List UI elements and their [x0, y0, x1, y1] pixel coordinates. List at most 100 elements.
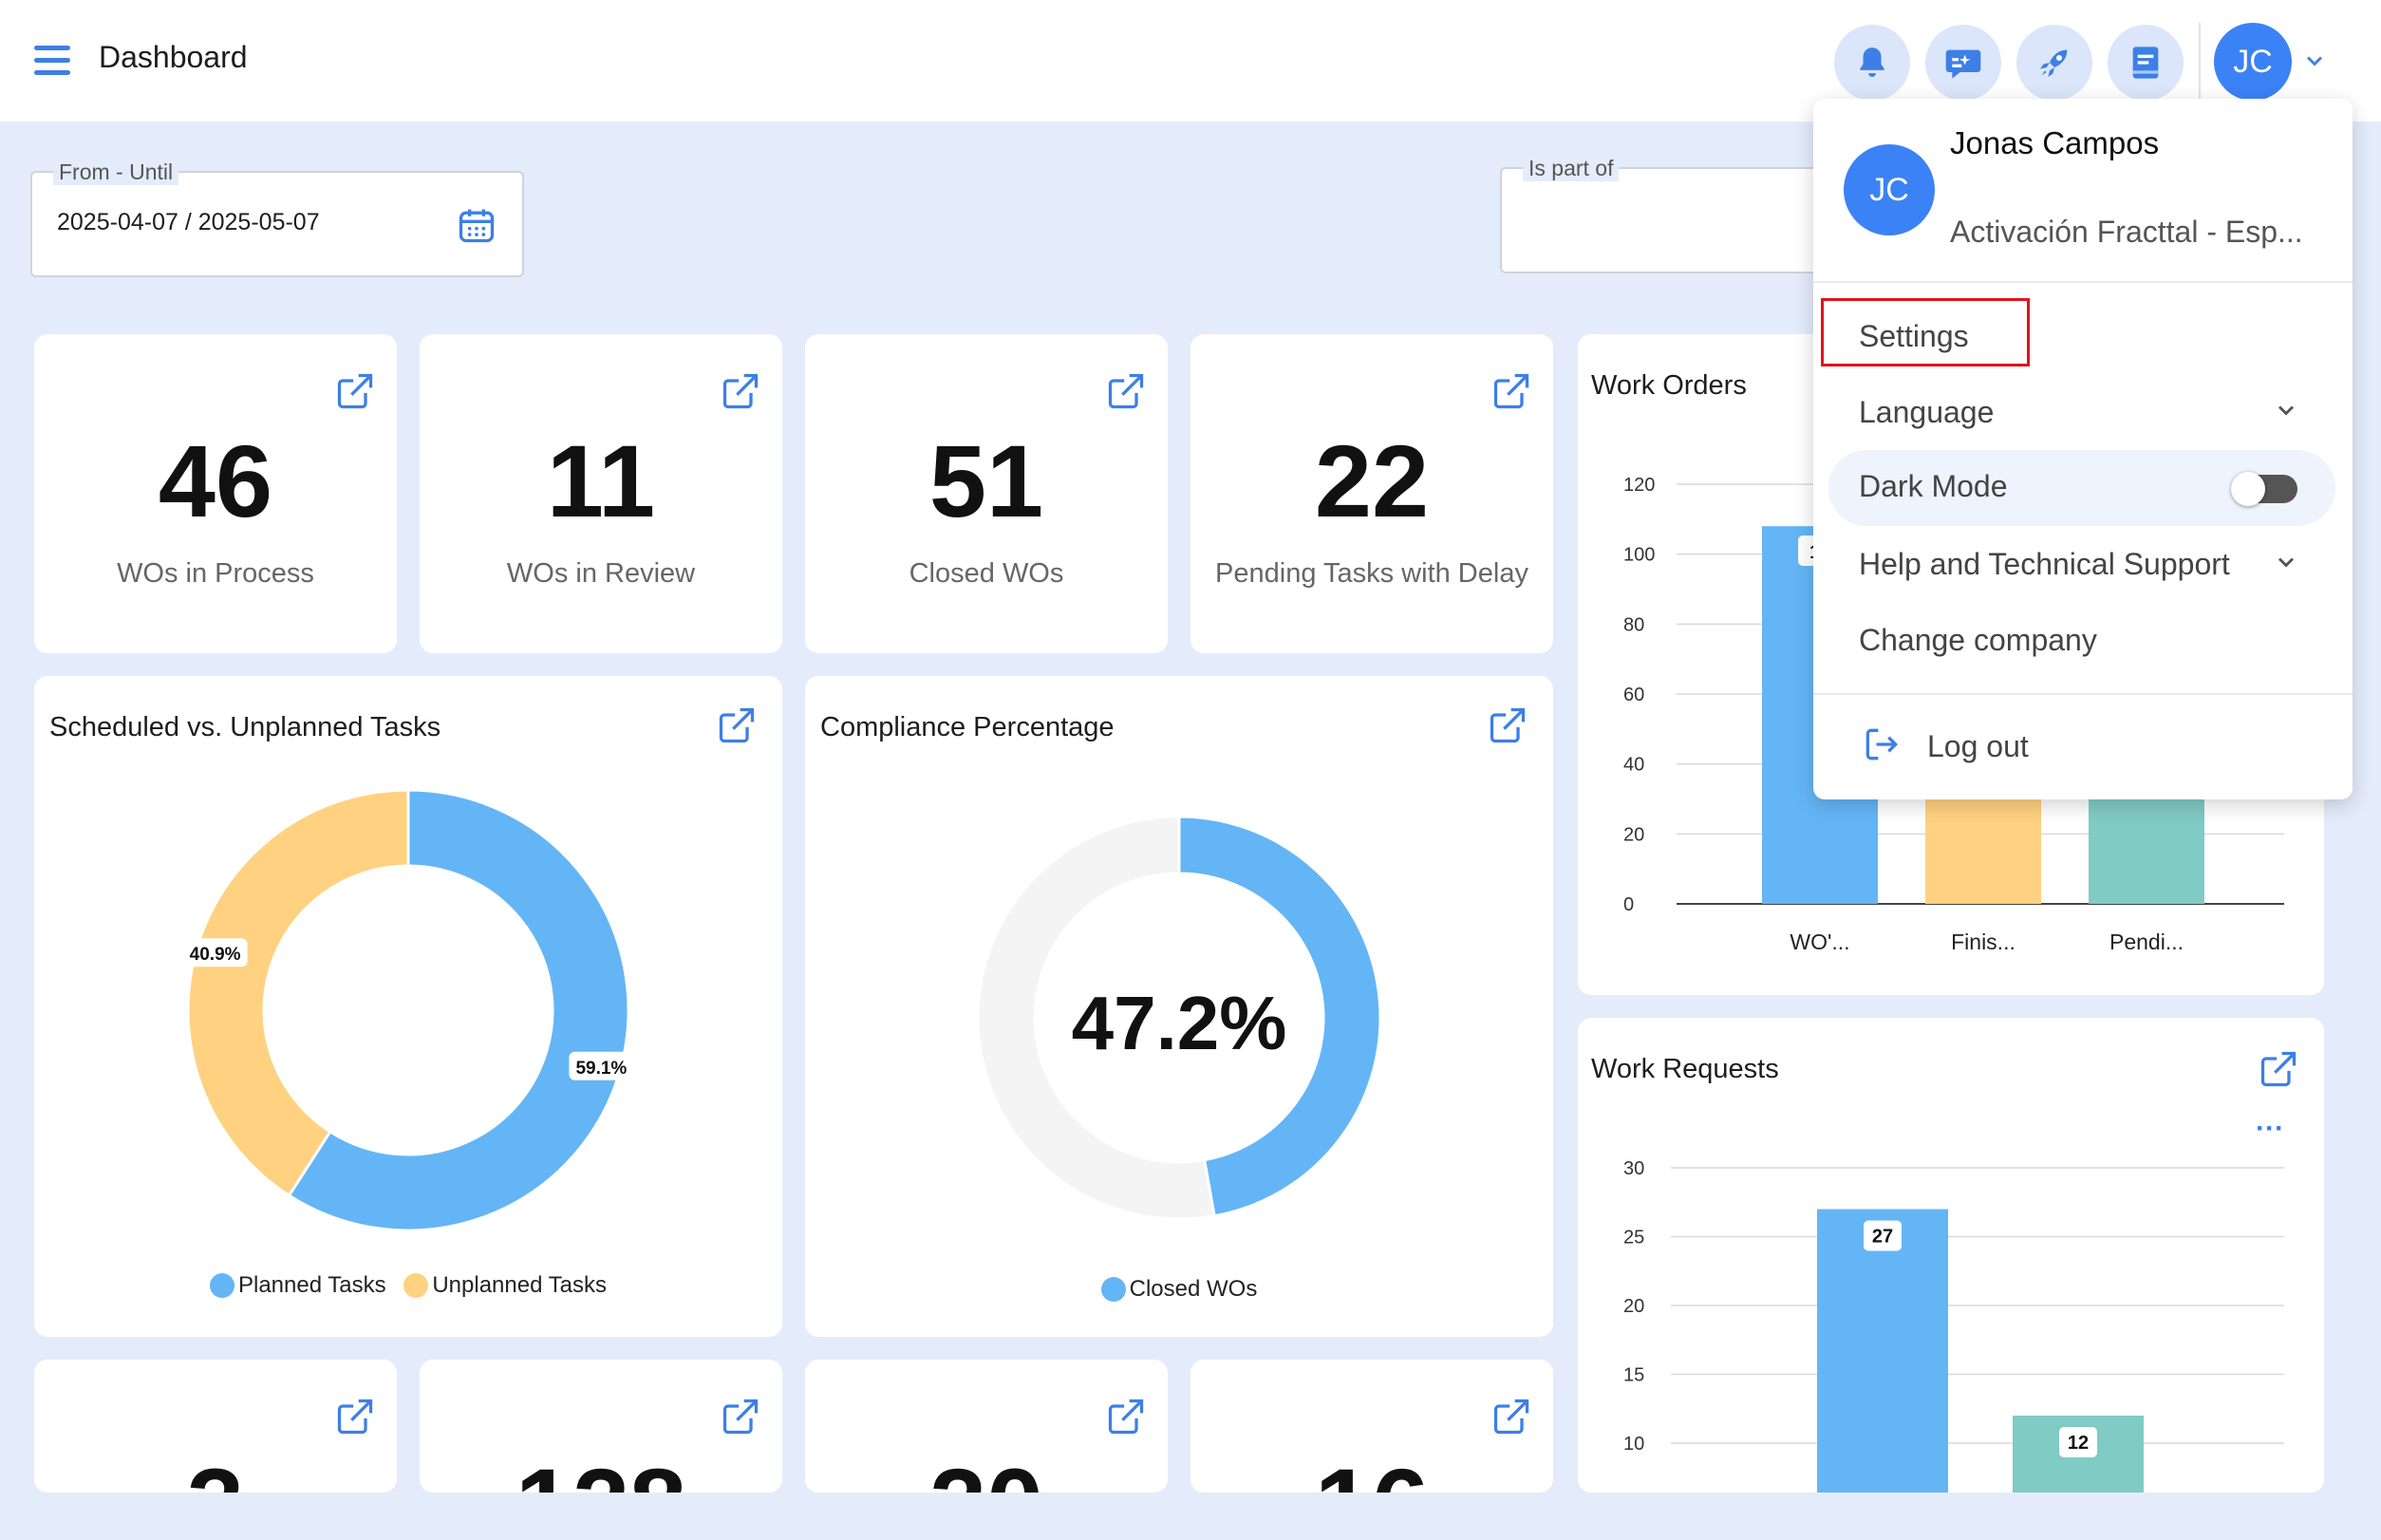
menu-item-language[interactable]: Language [1859, 395, 1995, 429]
user-avatar[interactable]: JC [2214, 23, 2292, 101]
kpi-card-bottom-1[interactable]: 3 [34, 1360, 397, 1493]
bar-label-bg [2059, 1427, 2097, 1457]
compliance-donut-chart [976, 815, 1382, 1221]
external-link-icon[interactable] [720, 370, 761, 412]
chevron-down-icon[interactable] [2273, 549, 2299, 580]
kpi-value: 51 [928, 423, 1044, 538]
legend-item-unplanned[interactable]: Unplanned Tasks [403, 1272, 607, 1298]
data-label: 40.9% [190, 945, 241, 965]
kpi-card-wos-in-review[interactable]: 11 WOs in Review [420, 334, 782, 653]
bell-icon[interactable] [1834, 25, 1910, 101]
calendar-icon[interactable] [456, 203, 497, 252]
external-link-icon[interactable] [1105, 1396, 1147, 1437]
menu-item-logout[interactable]: Log out [1927, 729, 2029, 763]
external-link-icon[interactable] [1487, 704, 1528, 746]
kpi-value: 16 [1190, 1445, 1553, 1493]
donut-slice [186, 788, 410, 1198]
data-label-bg [182, 938, 248, 967]
kpi-value: 22 [1314, 423, 1430, 538]
compliance-center-value: 47.2% [1071, 981, 1287, 1065]
tick-label: 120 [1623, 475, 1655, 496]
external-link-icon[interactable] [720, 1396, 761, 1437]
chevron-down-icon[interactable] [2301, 47, 2328, 79]
kpi-label: WOs in Review [506, 558, 696, 589]
user-menu: JC Jonas Campos Activación Fracttal - Es… [1813, 99, 2353, 799]
logout-icon[interactable] [1861, 723, 1903, 770]
chart-legend: Planned Tasks Unplanned Tasks [34, 1272, 782, 1299]
tick-label: 60 [1623, 685, 1644, 705]
dark-mode-label: Dark Mode [1859, 469, 2008, 503]
scheduled-vs-unplanned-card: Scheduled vs. Unplanned Tasks 59.1% 40.9%… [34, 676, 782, 1337]
card-title: Compliance Percentage [820, 712, 1115, 742]
menu-item-dark-mode[interactable]: Dark Mode [1828, 450, 2335, 526]
tick-label: 100 [1623, 545, 1655, 566]
external-link-icon[interactable] [1490, 1396, 1532, 1437]
donut-slice [976, 815, 1216, 1221]
compliance-card: Compliance Percentage 47.2% Closed WOs [805, 676, 1553, 1337]
kpi-value: 11 [546, 423, 656, 538]
menu-item-change-company[interactable]: Change company [1859, 623, 2097, 657]
donut-slice [1177, 815, 1382, 1218]
tick-label: 80 [1623, 614, 1644, 635]
kpi-label: WOs in Process [117, 558, 314, 589]
user-name: Jonas Campos [1950, 125, 2160, 160]
settings-highlight [1821, 298, 2030, 366]
chevron-down-icon[interactable] [2273, 397, 2299, 428]
page-title: Dashboard [99, 40, 248, 74]
external-link-icon[interactable] [1105, 370, 1147, 412]
bar-label: 12 [2068, 1433, 2089, 1454]
menu-icon[interactable] [34, 46, 70, 76]
tick-label: 20 [1623, 1296, 1644, 1317]
menu-divider [1813, 693, 2353, 695]
dark-mode-toggle[interactable] [2231, 472, 2297, 506]
more-options-icon[interactable]: ··· [2256, 1113, 2284, 1144]
kpi-card-pending-tasks-delay[interactable]: 22 Pending Tasks with Delay [1190, 334, 1553, 653]
category-label: Finis... [1951, 930, 2015, 954]
rocket-icon[interactable] [2016, 25, 2092, 101]
date-range-label: From - Until [53, 160, 179, 185]
kpi-label: Pending Tasks with Delay [1215, 558, 1528, 589]
legend-item-closed-wos[interactable]: Closed WOs [1100, 1276, 1257, 1302]
user-company: Activación Fracttal - Esp... [1950, 215, 2303, 249]
tick-label: 25 [1623, 1228, 1644, 1249]
donut-slice [287, 788, 630, 1232]
card-title: Work Requests [1591, 1054, 1779, 1084]
menu-divider [1813, 281, 2353, 283]
external-link-icon[interactable] [334, 1396, 376, 1437]
is-part-of-label: Is part of [1523, 156, 1620, 181]
tick-label: 15 [1623, 1365, 1644, 1386]
work-requests-card: Work Requests ··· 10 15 20 25 30 27 12 [1578, 1018, 2324, 1493]
scheduled-donut-chart: 59.1% 40.9% [182, 788, 634, 1232]
tick-label: 10 [1623, 1434, 1644, 1455]
kpi-value: 46 [158, 423, 273, 538]
external-link-icon[interactable] [1490, 370, 1532, 412]
tick-label: 40 [1623, 755, 1644, 776]
bar [1817, 1209, 1948, 1493]
tick-label: 20 [1623, 824, 1644, 845]
kpi-card-wos-in-process[interactable]: 46 WOs in Process [34, 334, 397, 653]
category-label: Pendi... [2109, 930, 2184, 954]
bar-label: 27 [1872, 1227, 1893, 1248]
bar-label-bg [1864, 1220, 1902, 1251]
card-title: Scheduled vs. Unplanned Tasks [49, 712, 441, 742]
date-range-value: 2025-04-07 / 2025-05-07 [57, 209, 320, 235]
book-icon[interactable] [2108, 25, 2184, 101]
work-requests-bar-chart: 10 15 20 25 30 27 12 [1623, 1158, 2284, 1493]
external-link-icon[interactable] [716, 704, 758, 746]
kpi-value: 128 [420, 1445, 782, 1493]
tick-label: 30 [1623, 1158, 1644, 1179]
menu-item-settings[interactable]: Settings [1859, 319, 1969, 353]
kpi-card-bottom-3[interactable]: 20 [805, 1360, 1168, 1493]
external-link-icon[interactable] [334, 370, 376, 412]
kpi-card-bottom-4[interactable]: 16 [1190, 1360, 1553, 1493]
chat-ai-icon[interactable] [1925, 25, 2001, 101]
data-label-bg [569, 1051, 634, 1080]
legend-item-planned[interactable]: Planned Tasks [209, 1272, 386, 1298]
menu-item-help[interactable]: Help and Technical Support [1859, 547, 2230, 581]
external-link-icon[interactable] [2258, 1048, 2299, 1090]
kpi-card-closed-wos[interactable]: 51 Closed WOs [805, 334, 1168, 653]
kpi-label: Closed WOs [909, 558, 1064, 589]
category-label: WO'... [1790, 930, 1849, 954]
date-range-field[interactable]: From - Until 2025-04-07 / 2025-05-07 [30, 160, 524, 277]
kpi-card-bottom-2[interactable]: 128 [420, 1360, 782, 1493]
